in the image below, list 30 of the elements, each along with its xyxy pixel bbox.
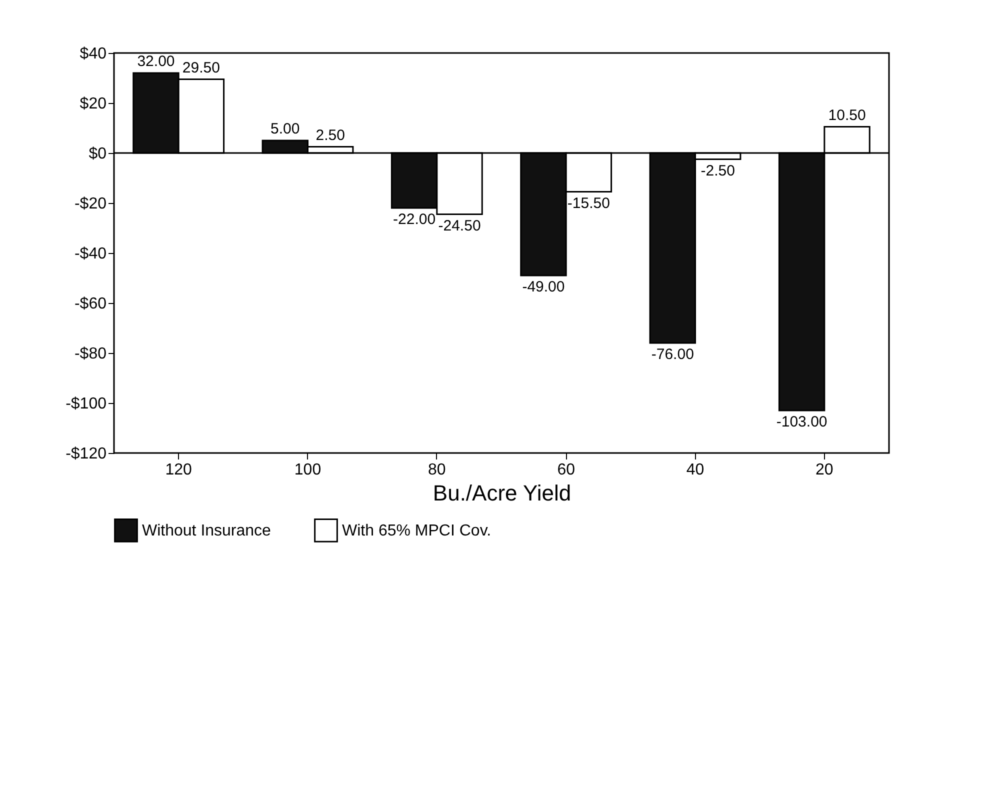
y-tick-label: -$100 bbox=[66, 396, 107, 412]
data-label: 32.00 bbox=[137, 53, 175, 70]
data-label: 2.50 bbox=[316, 126, 345, 144]
data-label: 10.50 bbox=[828, 106, 866, 124]
x-tick-label: 20 bbox=[816, 462, 834, 478]
data-label: -22.00 bbox=[393, 211, 436, 228]
x-tick-label: 60 bbox=[557, 462, 576, 478]
data-label: -103.00 bbox=[776, 414, 828, 430]
x-tick-label: 80 bbox=[428, 462, 446, 478]
y-tick-label: $20 bbox=[80, 96, 107, 112]
x-tick-label: 40 bbox=[686, 462, 704, 478]
data-label: -49.00 bbox=[522, 278, 565, 296]
y-tick-label: $40 bbox=[80, 46, 107, 62]
y-tick-label: -$40 bbox=[74, 246, 107, 262]
y-tick-label: -$80 bbox=[74, 346, 107, 362]
y-tick-label: $0 bbox=[88, 146, 107, 162]
data-label: 29.50 bbox=[182, 59, 220, 76]
data-label: -76.00 bbox=[651, 346, 694, 363]
x-tick-label: 100 bbox=[294, 462, 322, 478]
x-axis-title: Bu./Acre Yield bbox=[432, 480, 572, 506]
legend-label: Without Insurance bbox=[142, 522, 272, 540]
data-label: -24.50 bbox=[438, 217, 481, 234]
data-label: -2.50 bbox=[700, 162, 735, 180]
data-label: -15.50 bbox=[567, 194, 610, 212]
x-tick-label: 120 bbox=[165, 462, 192, 478]
y-tick-label: -$120 bbox=[66, 446, 107, 462]
y-tick-label: -$20 bbox=[74, 196, 107, 212]
data-label: 5.00 bbox=[270, 120, 300, 138]
legend-label: With 65% MPCI Cov. bbox=[342, 522, 492, 540]
y-tick-label: -$60 bbox=[74, 296, 107, 312]
